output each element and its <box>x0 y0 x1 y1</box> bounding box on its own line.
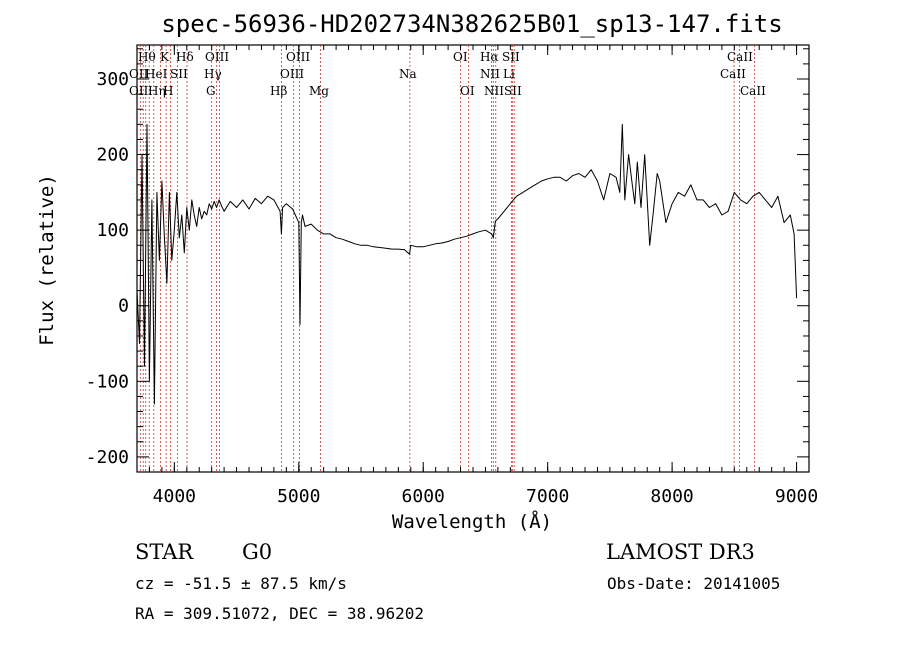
y-axis: -200 -100 0 100 200 300 <box>86 48 809 473</box>
line-label-sii-b: SII <box>170 67 188 81</box>
line-label-hbeta: Hβ <box>270 84 287 98</box>
y-tick-label: 200 <box>96 145 129 166</box>
redshift-text: cz = -51.5 ± 87.5 km/s <box>135 574 347 593</box>
line-label-hdelta: Hδ <box>176 50 194 64</box>
y-tick-label: -200 <box>86 447 129 468</box>
y-tick-label: 300 <box>96 69 129 90</box>
x-tick-label: 6000 <box>402 486 445 507</box>
line-label-halpha: Hα <box>480 50 499 64</box>
x-tick-label: 4000 <box>153 486 196 507</box>
line-label-hgamma: Hγ <box>204 67 222 81</box>
line-label-oiii-b: OIII <box>286 50 310 64</box>
line-label-li: Li <box>503 67 515 81</box>
line-label-oii-a: OII <box>129 67 149 81</box>
line-label-hei: HeI <box>145 67 168 81</box>
line-label-caii-c: CaII <box>740 84 766 98</box>
y-tick-label: 0 <box>118 296 129 317</box>
line-label-caii-a: CaII <box>727 50 753 64</box>
line-label-sii-c: SII <box>504 84 522 98</box>
line-label-nii-a: NII <box>480 67 500 81</box>
coordinates: RA = 309.51072, DEC = 38.96202 <box>135 604 424 623</box>
line-label-oiii-c: OIII <box>280 67 304 81</box>
line-label-sii-a: SII <box>502 50 520 64</box>
y-tick-label: -100 <box>86 371 129 392</box>
line-label-mg: Mg <box>309 84 329 98</box>
line-label-k: K <box>160 50 170 64</box>
spectral-line-markers <box>139 45 755 472</box>
line-label-h: H <box>163 84 173 98</box>
line-label-na: Na <box>399 67 417 81</box>
chart-title: spec-56936-HD202734N382625B01_sp13-147.f… <box>161 10 782 38</box>
spectral-line-labels: Hθ K Hδ OIII OIII Na OI Hα SII CaII OII … <box>129 50 766 98</box>
line-label-heta: Hη <box>148 84 166 98</box>
y-tick-label: 100 <box>96 220 129 241</box>
x-tick-label: 9000 <box>775 486 818 507</box>
spectrum-series-line <box>136 123 798 405</box>
x-tick-label: 8000 <box>650 486 693 507</box>
line-label-oi-a: OI <box>453 50 468 64</box>
plot-frame <box>136 44 810 473</box>
line-label-oiii-a: OIII <box>205 50 229 64</box>
object-class: STAR <box>135 540 194 564</box>
x-tick-label: 5000 <box>277 486 320 507</box>
y-axis-label: Flux (relative) <box>36 174 58 346</box>
line-label-oii-b: OII <box>129 84 149 98</box>
line-label-caii-b: CaII <box>720 67 746 81</box>
survey-name: LAMOST DR3 <box>606 540 755 564</box>
line-label-nii-b: NII <box>484 84 504 98</box>
obs-date: Obs-Date: 20141005 <box>607 574 780 593</box>
line-label-htheta: Hθ <box>138 50 156 64</box>
line-label-oi-b: OI <box>460 84 475 98</box>
line-label-g: G <box>206 84 216 98</box>
x-axis: 4000 5000 6000 7000 8000 9000 <box>136 45 818 507</box>
object-subclass: G0 <box>242 540 272 564</box>
x-tick-label: 7000 <box>526 486 569 507</box>
x-axis-label: Wavelength (Å) <box>392 510 552 533</box>
